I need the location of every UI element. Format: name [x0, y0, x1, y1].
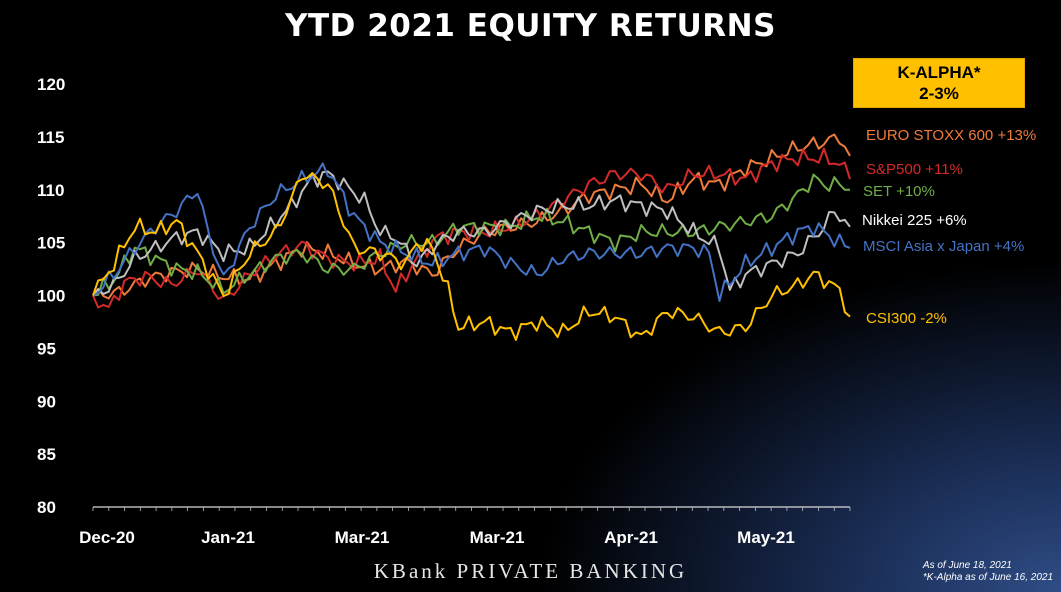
series-line: [92, 170, 851, 297]
series-label: MSCI Asia x Japan +4%: [863, 238, 1024, 255]
k-alpha-date: *K-Alpha as of June 16, 2021: [922, 572, 1053, 583]
y-tick-label: 120: [37, 75, 65, 94]
chart-title: YTD 2021 EQUITY RETURNS: [285, 8, 776, 44]
y-tick-label: 85: [37, 445, 56, 464]
x-tick-label: Dec-20: [79, 528, 135, 547]
y-tick-label: 100: [37, 287, 65, 306]
series-label: CSI300 -2%: [866, 310, 947, 327]
y-tick-label: 115: [37, 128, 64, 147]
footnote: As of June 18, 2021 *K-Alpha as of June …: [923, 560, 1053, 584]
series-label: EURO STOXX 600 +13%: [866, 127, 1036, 144]
y-tick-label: 105: [37, 234, 65, 253]
y-tick-label: 80: [37, 498, 56, 517]
x-tick-label: Jan-21: [201, 528, 255, 547]
series-line: [92, 147, 851, 309]
y-tick-label: 110: [37, 181, 64, 200]
k-alpha-value: 2-3%: [919, 84, 959, 103]
x-tick-label: Mar-21: [470, 528, 525, 547]
k-alpha-title: K-ALPHA*: [897, 63, 981, 82]
as-of-date: As of June 18, 2021: [922, 560, 1012, 571]
k-alpha-box: K-ALPHA* 2-3%: [853, 58, 1025, 108]
series-label: Nikkei 225 +6%: [862, 212, 967, 229]
series-line: [92, 162, 851, 302]
x-tick-label: Apr-21: [604, 528, 658, 547]
chart-series-labels: EURO STOXX 600 +13% S&P500 +11% SET +10% Ni…: [862, 127, 1036, 327]
x-tick-label: May-21: [737, 528, 795, 547]
y-tick-label: 90: [37, 392, 56, 411]
series-line: [92, 173, 850, 297]
footer-brand: KBank PRIVATE BANKING: [373, 559, 688, 583]
chart-series-lines: [92, 133, 851, 341]
y-tick-label: 95: [37, 339, 56, 358]
series-label: SET +10%: [863, 183, 935, 200]
series-label: S&P500 +11%: [866, 161, 963, 178]
x-tick-label: Mar-21: [335, 528, 390, 547]
series-line: [92, 172, 851, 341]
chart-axes: 80 85 90 95 100 105 110 115 120 Dec-20 Jan-21 Mar-2…: [37, 75, 851, 547]
